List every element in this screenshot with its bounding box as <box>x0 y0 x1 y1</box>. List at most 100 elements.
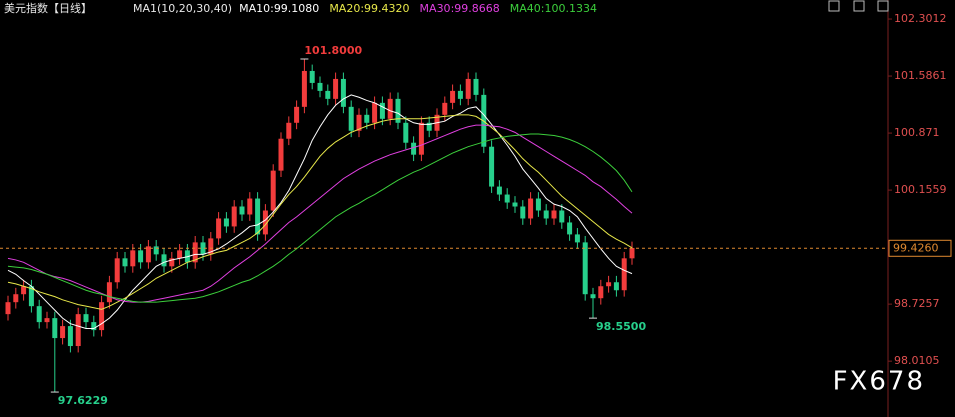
y-tick-label: 101.5861 <box>894 69 947 82</box>
candle-body <box>286 122 292 139</box>
candle-body <box>216 218 222 239</box>
current-price-label: 99.4260 <box>893 241 939 254</box>
candle-body <box>567 222 573 235</box>
candle-body <box>169 258 175 267</box>
candle-body <box>301 70 307 107</box>
high-label: 101.8000 <box>304 44 362 57</box>
candle-body <box>574 234 580 243</box>
candle-body <box>231 206 237 227</box>
ma-line <box>7 94 633 329</box>
candle-body <box>340 78 346 107</box>
candle-body <box>411 142 417 155</box>
candle-body <box>512 202 518 207</box>
candle-body <box>262 210 268 235</box>
legend-name: MA40 <box>510 2 541 15</box>
legend-sep: : <box>541 2 545 15</box>
legend-name: MA20 <box>329 2 360 15</box>
candle-body <box>426 122 432 131</box>
candle-body <box>520 206 526 219</box>
candle-body <box>208 238 214 255</box>
candle-body <box>372 102 378 123</box>
candle-body <box>255 198 261 235</box>
candle-body <box>138 250 144 263</box>
candle-body <box>403 122 409 143</box>
candle-body <box>395 98 401 123</box>
candle-body <box>457 90 463 99</box>
candle-body <box>496 186 502 195</box>
candle-body <box>590 294 596 299</box>
low-label: 97.6229 <box>58 394 108 407</box>
indicator: MA1(10,20,30,40) <box>133 2 232 15</box>
candle-body <box>60 326 66 339</box>
candle-body <box>28 286 34 307</box>
candle-body <box>223 218 229 227</box>
legend-entry: MA20:99.4320 <box>329 2 409 15</box>
candle-body <box>177 250 183 259</box>
candle-body <box>91 322 97 331</box>
candle-body <box>239 206 245 215</box>
watermark: FX678 <box>833 367 925 397</box>
candle-body <box>598 286 604 299</box>
y-tick-label: 102.3012 <box>894 12 947 25</box>
legend-value: 99.4320 <box>364 2 410 15</box>
candle-body <box>114 258 120 283</box>
icon[interactable] <box>853 0 865 12</box>
legend-sep: : <box>451 2 455 15</box>
candle-body <box>36 306 42 323</box>
candle-body <box>83 314 89 323</box>
legend-sep: : <box>270 2 274 15</box>
candle-body <box>356 114 362 131</box>
candle-body <box>161 254 167 267</box>
candle-body <box>309 70 315 83</box>
current-price-box <box>888 239 952 257</box>
candle-body <box>442 102 448 115</box>
ma-line <box>7 114 633 310</box>
candle-body <box>21 286 27 295</box>
y-tick-label: 100.1559 <box>894 183 947 196</box>
legend-entry: MA40:100.1334 <box>510 2 597 15</box>
candle-body <box>317 82 323 91</box>
candle-body <box>52 318 58 339</box>
low-label: 98.5500 <box>596 320 646 333</box>
candle-body <box>99 302 105 331</box>
chart-title: 美元指数【日线】 <box>4 1 92 15</box>
candle-body <box>629 247 635 259</box>
candle-body <box>278 138 284 171</box>
candle-body <box>379 102 385 119</box>
legend-value: 100.1334 <box>545 2 598 15</box>
candle-body <box>606 282 612 287</box>
candle-body <box>333 78 339 99</box>
icon[interactable] <box>877 0 889 12</box>
candle-body <box>559 210 565 223</box>
legend-value: 99.1080 <box>274 2 320 15</box>
candle-body <box>130 250 136 267</box>
ma-line <box>7 133 633 303</box>
candle-body <box>418 122 424 155</box>
candle-body <box>270 170 276 211</box>
legend-entry: MA10:99.1080 <box>239 2 319 15</box>
candle-body <box>551 210 557 219</box>
y-tick-label: 98.0105 <box>894 354 940 367</box>
legend-sep: : <box>360 2 364 15</box>
icon[interactable] <box>828 0 840 12</box>
legend-value: 99.8668 <box>454 2 500 15</box>
legend-name: MA30 <box>420 2 451 15</box>
candle-body <box>489 146 495 187</box>
legend-name: MA10 <box>239 2 270 15</box>
candle-body <box>528 198 534 219</box>
candle-body <box>44 318 50 323</box>
candle-body <box>504 194 510 203</box>
candle-body <box>75 314 81 347</box>
candle-body <box>473 78 479 95</box>
candle-body <box>192 242 198 263</box>
candle-body <box>535 198 541 211</box>
candle-body <box>13 294 19 303</box>
y-tick-label: 98.7257 <box>894 297 940 310</box>
candle-body <box>582 242 588 295</box>
candle-body <box>364 114 370 123</box>
candle-body <box>387 98 393 119</box>
candle-body <box>247 198 253 215</box>
candle-body <box>450 90 456 103</box>
candle-body <box>67 326 73 347</box>
